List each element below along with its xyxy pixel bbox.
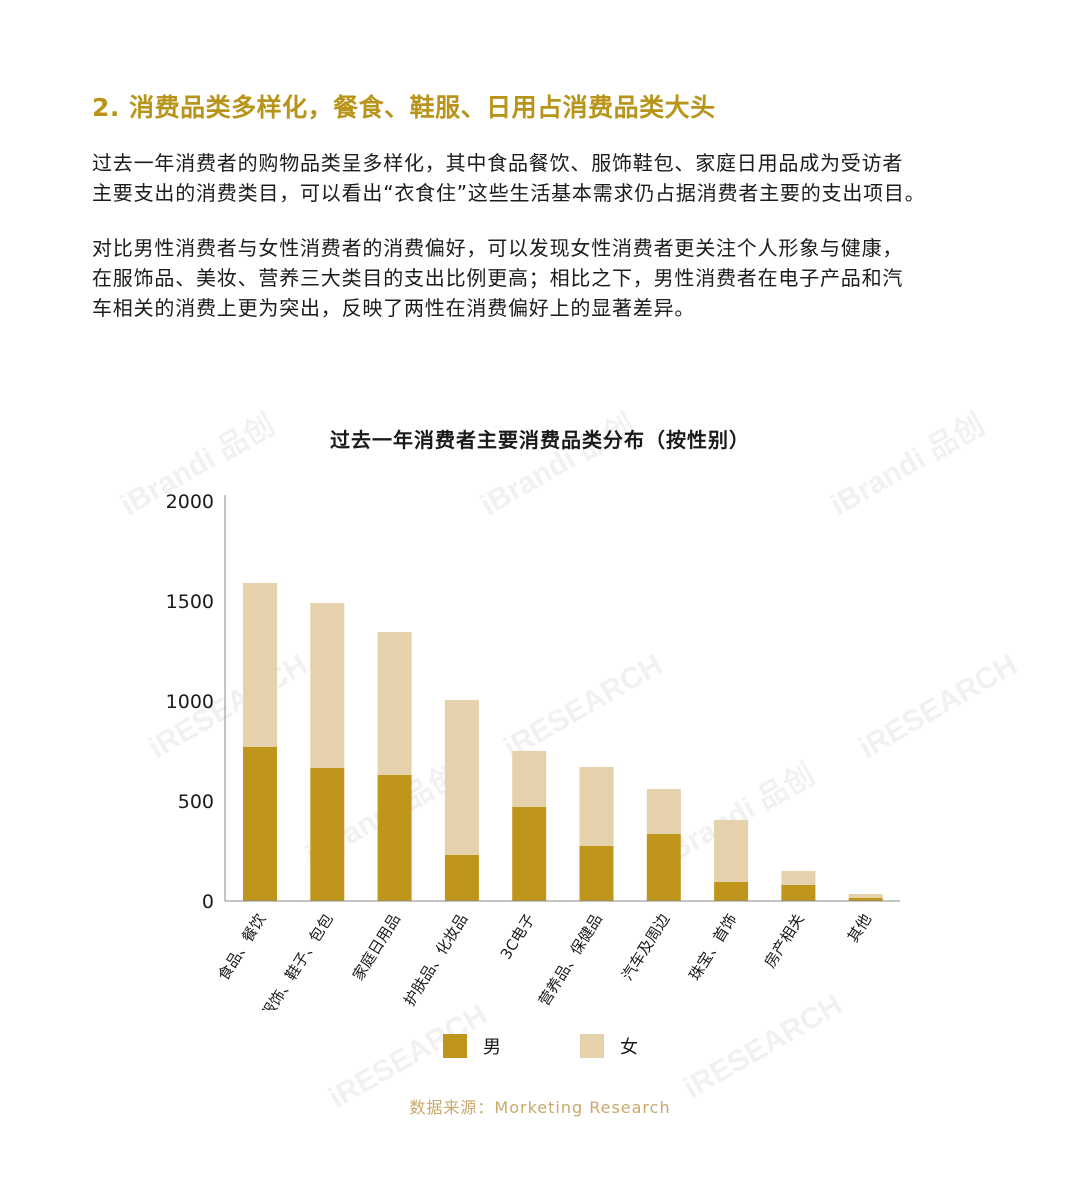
bar-segment-male [781, 885, 816, 901]
legend-swatch-male [443, 1034, 467, 1058]
x-tick-label: 珠宝、首饰 [685, 911, 740, 984]
legend-label-male: 男 [483, 1037, 501, 1058]
legend-label-female: 女 [620, 1037, 638, 1058]
x-tick-label: 服饰、鞋子、包包 [258, 911, 337, 1010]
bar-segment-female [377, 632, 412, 775]
paragraph-line: 车相关的消费上更为突出，反映了两性在消费偏好上的显著差异。 [92, 296, 696, 320]
bar-segment-male [646, 834, 681, 901]
y-tick-label: 1500 [166, 591, 214, 613]
bar-segment-female [646, 789, 681, 834]
paragraph-line: 在服饰品、美妆、营养三大类目的支出比例更高；相比之下，男性消费者在电子产品和汽 [92, 266, 904, 290]
bar-segment-female [848, 894, 883, 898]
y-tick-label: 500 [178, 791, 214, 813]
paragraph-1: 过去一年消费者的购物品类呈多样化，其中食品餐饮、服饰鞋包、家庭日用品成为受访者 … [92, 148, 997, 208]
bar-segment-female [579, 767, 614, 846]
bar-segment-male [512, 807, 547, 901]
legend-item-male: 男 [443, 1033, 501, 1059]
legend-item-female: 女 [580, 1033, 638, 1059]
bar-segment-female [310, 603, 345, 768]
section-heading: 2. 消费品类多样化，餐食、鞋服、日用占消费品类大头 [92, 93, 716, 122]
bar-segment-male [714, 882, 749, 901]
bar-segment-male [579, 846, 614, 901]
paragraph-2: 对比男性消费者与女性消费者的消费偏好，可以发现女性消费者更关注个人形象与健康， … [92, 233, 997, 323]
x-tick-label: 其他 [844, 911, 875, 946]
bar-segment-female [444, 700, 479, 855]
x-tick-label: 营养品、保健品 [535, 911, 606, 1010]
legend-swatch-female [580, 1034, 604, 1058]
bar-segment-male [377, 775, 412, 901]
x-tick-label: 3C电子 [497, 911, 539, 963]
bar-segment-female [714, 820, 749, 882]
chart-title: 过去一年消费者主要消费品类分布（按性别） [330, 428, 750, 452]
paragraph-line: 过去一年消费者的购物品类呈多样化，其中食品餐饮、服饰鞋包、家庭日用品成为受访者 [92, 151, 904, 175]
paragraph-line: 对比男性消费者与女性消费者的消费偏好，可以发现女性消费者更关注个人形象与健康， [92, 236, 904, 260]
chart-legend: 男 女 [0, 1033, 1080, 1059]
y-tick-label: 0 [202, 891, 214, 913]
y-tick-label: 2000 [166, 491, 214, 513]
data-source: 数据来源：Morketing Research [409, 1098, 671, 1117]
x-tick-label: 食品、餐饮 [214, 911, 269, 984]
bar-segment-male [310, 768, 345, 901]
x-tick-label: 汽车及周边 [618, 911, 673, 984]
bar-segment-female [243, 583, 277, 747]
paragraph-line: 主要支出的消费类目，可以看出“衣食住”这些生活基本需求仍占据消费者主要的支出项目… [92, 181, 926, 205]
bar-segment-male [243, 747, 277, 901]
y-tick-label: 1000 [166, 691, 214, 713]
x-tick-label: 房产相关 [761, 911, 808, 971]
x-tick-label: 家庭日用品 [349, 911, 404, 984]
x-tick-label: 护肤品、化妆品 [400, 911, 471, 1010]
bar-segment-female [781, 871, 816, 885]
bar-segment-female [512, 751, 547, 807]
bar-segment-male [848, 898, 883, 901]
bar-segment-male [444, 855, 479, 901]
